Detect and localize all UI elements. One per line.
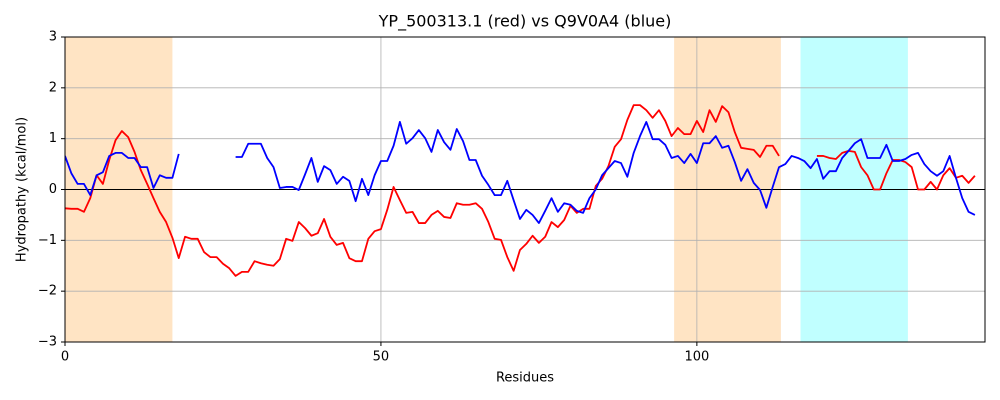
- y-axis-label: Hydropathy (kcal/mol): [15, 117, 30, 262]
- plot-frame: [64, 36, 986, 343]
- series-line: [65, 104, 976, 277]
- y-tick-label: 3: [49, 30, 57, 45]
- x-tick-label: 100: [684, 350, 709, 365]
- x-axis-label: Residues: [496, 371, 554, 386]
- series-line: [65, 120, 976, 224]
- y-tick-label: −2: [38, 284, 57, 299]
- y-tick-label: −1: [38, 233, 57, 248]
- y-tick-label: 1: [49, 131, 57, 146]
- y-tick-label: 2: [49, 80, 57, 95]
- y-tick-label: −3: [38, 335, 57, 350]
- x-tick-label: 50: [373, 350, 390, 365]
- chart-title: YP_500313.1 (red) vs Q9V0A4 (blue): [378, 12, 672, 32]
- y-tick-label: 0: [49, 182, 57, 197]
- x-tick-label: 0: [61, 350, 69, 365]
